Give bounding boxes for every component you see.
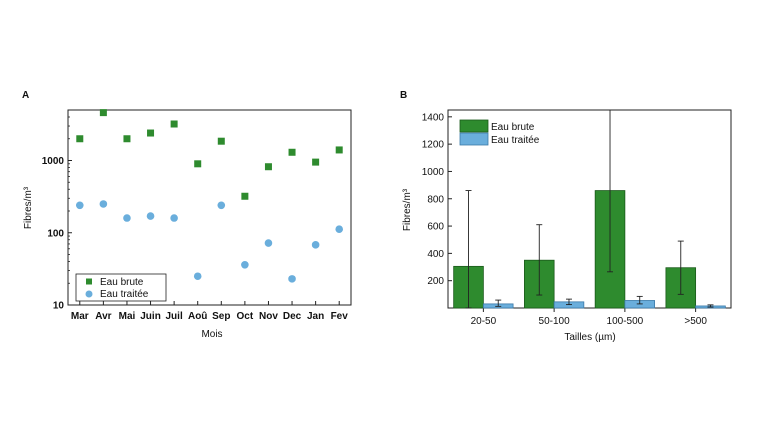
panel-a-x-tick-label-mar: Mar	[71, 311, 89, 322]
panel-b-x-tick-label-20-50: 20-50	[471, 316, 497, 327]
panel-b-bars	[453, 109, 726, 309]
panel-a-legend-label-eau-brute: Eau brute	[100, 277, 144, 288]
panel-b-y-tick-label: 600	[427, 222, 444, 233]
panel-a-x-tick-label-fev: Fev	[331, 311, 349, 322]
panel-b-x-tick-label-500: >500	[684, 316, 707, 327]
panel-a-point-eau-brute-oct	[241, 192, 249, 200]
panel-b-x-tick-label-100-500: 100-500	[607, 316, 644, 327]
panel-a-label: A	[22, 90, 29, 101]
panel-b-error-bar-eau-traitee-20-50	[495, 299, 502, 307]
panel-a-x-axis-title: Mois	[201, 329, 222, 340]
panel-b: B 200 400 600 800 1000 1200 1400 20-50 50-100 10…	[400, 90, 732, 343]
panel-a-x-tick-label-nov: Nov	[259, 311, 278, 322]
panel-a-point-eau-traitee-juil	[170, 214, 178, 222]
panel-b-y-tick-label: 400	[427, 249, 444, 260]
panel-a-x-tick-label-juil: Juil	[166, 311, 183, 322]
panel-a-x-ticks: Mar Avr Mai Juin Juil Aoû Sep Oct Nov Dec Jan Fev	[71, 301, 348, 322]
panel-a-point-eau-traitee-nov	[264, 239, 273, 247]
panel-a-point-eau-brute-juin	[147, 129, 155, 137]
panel-a-point-eau-traitee-sep	[217, 201, 226, 210]
panel-a-x-tick-label-sep: Sep	[212, 311, 230, 322]
panel-a-points	[75, 109, 344, 283]
panel-b-legend: Eau brute Eau traitée	[459, 119, 540, 146]
panel-b-error-bar-eau-traitee-50-100	[565, 298, 572, 306]
panel-b-y-tick-label: 800	[427, 194, 444, 205]
panel-a-point-eau-traitee-mar	[75, 201, 84, 210]
panel-b-error-bar-eau-brute-100-500	[607, 109, 614, 273]
panel-a-y-tick-label: 100	[47, 228, 64, 239]
panel-b-x-tick-label-50-100: 50-100	[539, 316, 571, 327]
panel-a-point-eau-brute-jan	[312, 158, 320, 166]
panel-a-y-tick-label: 1000	[42, 156, 65, 167]
panel-b-x-axis-title: Tailles (µm)	[564, 332, 615, 343]
panel-a-y-ticks: 10 100 1000	[42, 109, 72, 312]
panel-b-error-bar-eau-brute-20-50	[465, 190, 472, 309]
panel-a-point-eau-brute-fev	[335, 146, 343, 154]
panel-a-x-tick-label-aou: Aoû	[188, 311, 207, 322]
panel-a-point-eau-brute-dec	[288, 148, 296, 156]
panel-b-y-ticks: 200 400 600 800 1000 1200 1400	[422, 112, 452, 287]
panel-b-legend-label-eau-brute: Eau brute	[491, 122, 535, 133]
panel-b-error-bar-eau-brute-50-100	[536, 224, 543, 296]
panel-a-point-eau-brute-avr	[99, 109, 107, 117]
panel-a-point-eau-brute-juil	[170, 120, 178, 128]
panel-a-point-eau-traitee-fev	[335, 225, 344, 233]
panel-b-y-tick-label: 1000	[422, 167, 445, 178]
panel-a-point-eau-brute-aou	[194, 160, 202, 168]
panel-a-legend-marker-eau-brute	[86, 278, 92, 285]
panel-a-point-eau-brute-mar	[76, 135, 84, 143]
panel-a-x-tick-label-jan: Jan	[307, 311, 324, 322]
panel-b-legend-label-eau-traitee: Eau traitée	[491, 135, 540, 146]
panel-b-x-ticks: 20-50 50-100 100-500 >500	[471, 308, 707, 327]
panel-a-point-eau-traitee-jan	[311, 241, 320, 249]
panel-a-x-tick-label-avr: Avr	[95, 311, 111, 322]
panel-a-legend-label-eau-traitee: Eau traitée	[100, 289, 149, 300]
panel-a-x-tick-label-oct: Oct	[237, 311, 254, 322]
panel-a-point-eau-brute-nov	[264, 163, 272, 171]
panel-b-y-axis-title: Fibres/m³	[402, 188, 413, 231]
panel-b-y-tick-label: 1400	[422, 112, 445, 123]
panel-a-point-eau-traitee-oct	[241, 261, 249, 269]
panel-a-x-tick-label-dec: Dec	[283, 311, 302, 322]
panel-a-point-eau-traitee-mai	[123, 214, 131, 222]
panel-a-x-tick-label-mai: Mai	[119, 311, 136, 322]
panel-a-legend: Eau brute Eau traitée	[75, 273, 167, 302]
panel-a-plot-frame	[67, 109, 352, 306]
panel-a: A 10 100 1000 Mar Avr Mai Juin Juil Aoû Sep Oct No…	[22, 90, 352, 340]
panel-b-plot-frame	[447, 109, 732, 309]
panel-a-x-tick-label-juin: Juin	[140, 311, 161, 322]
panel-a-point-eau-traitee-avr	[99, 200, 108, 208]
panel-b-label: B	[400, 90, 407, 101]
panel-b-legend-swatch-eau-brute	[459, 119, 489, 133]
panel-b-error-bar-eau-traitee-100-500	[636, 295, 643, 305]
panel-b-error-bar-eau-brute-500	[677, 240, 684, 295]
panel-a-point-eau-traitee-juin	[146, 212, 155, 220]
panel-b-error-bar-eau-traitee-500	[707, 304, 714, 308]
panel-b-y-tick-label: 200	[427, 276, 444, 287]
panel-a-y-axis-title: Fibres/m³	[23, 186, 34, 229]
panel-a-point-eau-brute-mai	[123, 135, 131, 143]
panel-a-y-tick-label: 10	[53, 301, 65, 312]
panel-b-legend-swatch-eau-traitee	[459, 132, 489, 146]
panel-a-point-eau-traitee-aou	[193, 272, 202, 281]
panel-a-point-eau-brute-sep	[217, 137, 225, 145]
panel-b-y-tick-label: 1200	[422, 140, 445, 151]
panel-a-point-eau-traitee-dec	[288, 275, 296, 283]
panel-a-legend-marker-eau-traitee	[85, 290, 93, 298]
